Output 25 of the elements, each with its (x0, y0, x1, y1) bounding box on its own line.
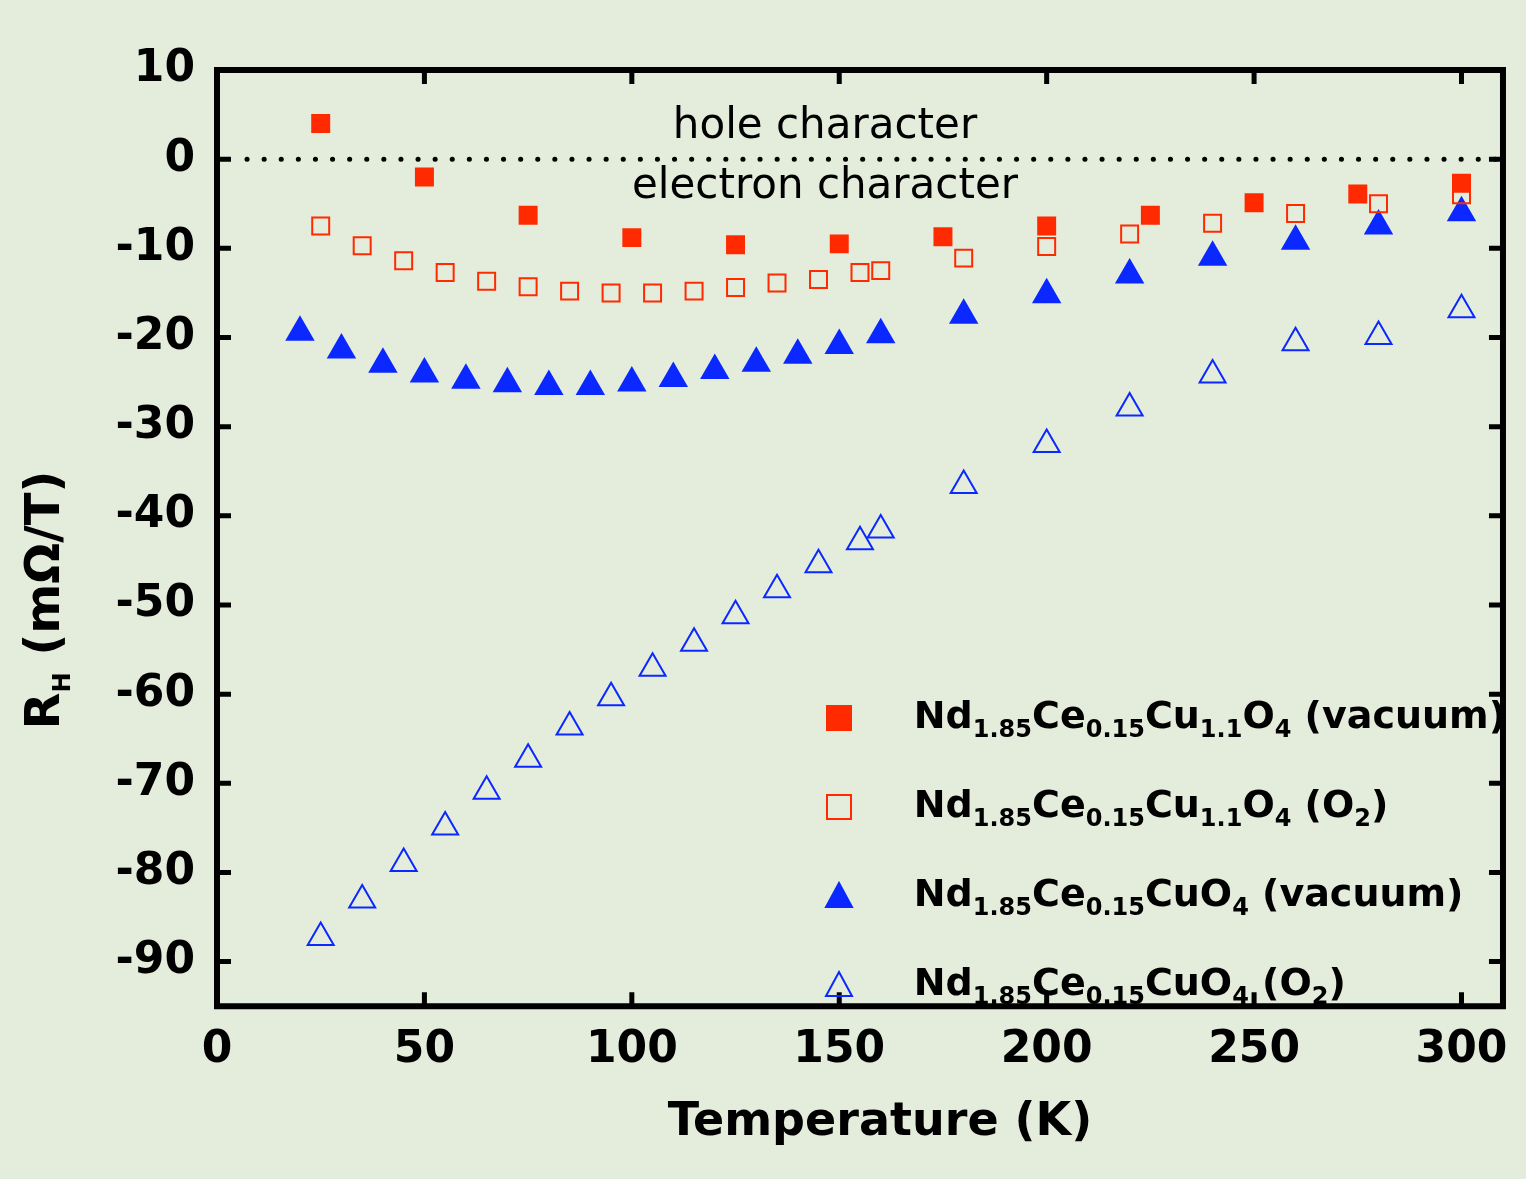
annotation: electron character (631, 159, 1019, 209)
x-tick-label: 300 (1415, 1021, 1508, 1073)
y-tick-label: -60 (115, 664, 195, 716)
y-tick-label: 10 (133, 40, 195, 92)
y-tick-label: -10 (115, 218, 195, 270)
y-tick-label: -80 (115, 842, 195, 894)
y-tick-label: -40 (115, 486, 195, 538)
x-tick-label: 150 (793, 1021, 886, 1073)
text: Nd$_{1.85}$Ce$_{0.15}$CuO$_{4}$ (O$_{2}$) (913, 959, 1346, 1010)
y-tick-label: -70 (115, 753, 195, 805)
legend-label: Nd$_{1.85}$Ce$_{0.15}$CuO$_{4}$ (vacuum) (913, 870, 1464, 921)
x-tick-label: 250 (1208, 1021, 1301, 1073)
text: Nd$_{1.85}$Ce$_{0.15}$Cu$_{1.1}$O$_{4}$ (O$_{2}$) (913, 781, 1389, 832)
y-tick-label: -90 (115, 932, 195, 984)
annotation: hole character (672, 99, 978, 149)
x-tick-label: 50 (393, 1021, 456, 1073)
x-axis-title: Temperature (K) (667, 1092, 1093, 1146)
text: Nd$_{1.85}$Ce$_{0.15}$Cu$_{1.1}$O$_{4}$ (vacuum) (913, 692, 1506, 743)
y-tick-label: 0 (164, 129, 195, 181)
x-tick-label: 0 (201, 1021, 233, 1073)
y-tick-label: -30 (115, 397, 195, 449)
x-tick-label: 100 (585, 1021, 678, 1073)
y-tick-label: -20 (115, 307, 195, 359)
x-tick-label: 200 (1000, 1021, 1093, 1073)
y-tick-label: -50 (115, 575, 195, 627)
